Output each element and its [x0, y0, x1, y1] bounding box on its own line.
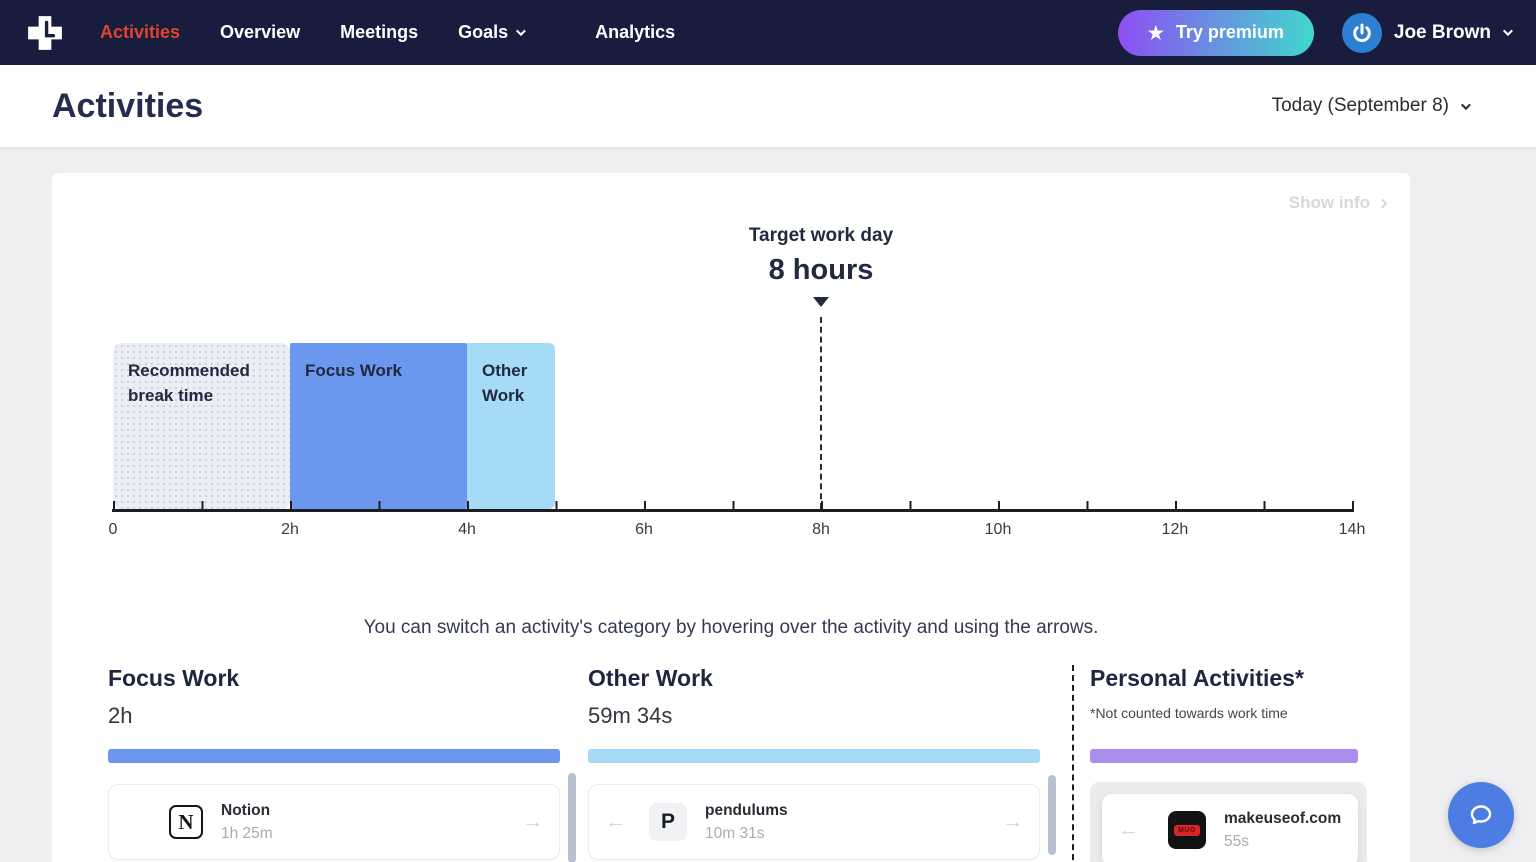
focus-work-column: Focus Work 2h N Notion 1h 25m →	[108, 665, 576, 862]
muo-badge: MUO	[1174, 824, 1200, 836]
star-icon: ★	[1147, 22, 1164, 43]
nav-item-overview[interactable]: Overview	[220, 22, 301, 42]
activities-card: Show info Target work day 8 hours Recomm…	[52, 173, 1410, 862]
focus-work-list: N Notion 1h 25m →	[108, 784, 560, 862]
personal-activities-column: Personal Activities* *Not counted toward…	[1090, 665, 1367, 862]
other-work-header: Other Work 59m 34s	[588, 665, 1040, 749]
app-logo-icon[interactable]	[26, 14, 64, 52]
nav-item-goals-label: Goals	[458, 22, 509, 42]
avatar	[1341, 12, 1382, 53]
show-info-label: Show info	[1288, 193, 1370, 212]
target-work-day: Target work day 8 hours	[681, 225, 961, 307]
try-premium-label: Try premium	[1175, 22, 1284, 42]
try-premium-button[interactable]: ★ Try premium	[1117, 9, 1314, 56]
item-name: makeuseof.com	[1224, 809, 1342, 827]
axis-ticks	[113, 501, 1354, 509]
scrollbar[interactable]	[1048, 775, 1056, 855]
tick-label: 2h	[281, 521, 299, 538]
nav-right: ★ Try premium Joe Brown	[1117, 9, 1513, 56]
item-duration: 55s	[1224, 832, 1249, 850]
category-title: Other Work	[588, 665, 713, 691]
move-right-arrow-icon[interactable]: →	[1002, 810, 1023, 833]
date-selector-label: Today (September 8)	[1271, 95, 1449, 116]
chat-support-button[interactable]	[1448, 782, 1514, 848]
segment-other-work[interactable]: Other Work	[466, 343, 556, 509]
notion-icon: N	[169, 805, 203, 839]
show-info-button[interactable]: Show info	[1288, 193, 1388, 213]
timeline-track: Target work day 8 hours Recommended brea…	[109, 173, 1366, 571]
personal-activities-list: ← MUO makeuseof.com 55s	[1090, 782, 1367, 862]
move-left-arrow-icon[interactable]: ←	[1118, 818, 1139, 841]
list-item[interactable]: ← MUO makeuseof.com 55s	[1102, 794, 1358, 862]
category-title: Focus Work	[108, 665, 240, 691]
move-right-arrow-icon[interactable]: →	[522, 810, 543, 833]
tick-label: 12h	[1161, 521, 1189, 538]
category-total: 2h	[108, 703, 133, 728]
item-duration: 1h 25m	[221, 824, 273, 842]
page-header: Activities Today (September 8)	[0, 65, 1536, 147]
target-work-day-label: Target work day	[748, 225, 894, 246]
personal-activities-header: Personal Activities* *Not counted toward…	[1090, 665, 1367, 749]
item-duration: 10m 31s	[705, 824, 765, 842]
item-text: Notion 1h 25m	[221, 802, 273, 843]
chat-bubble-icon	[1470, 805, 1492, 825]
nav-item-analytics[interactable]: Analytics	[595, 22, 676, 42]
list-item[interactable]: ← P pendulums 10m 31s →	[588, 784, 1040, 860]
item-name: Notion	[221, 801, 271, 819]
tick-label: 6h	[635, 521, 653, 538]
segment-focus-work[interactable]: Focus Work	[290, 343, 467, 509]
tick-label: 8h	[812, 521, 830, 538]
item-name: pendulums	[705, 801, 788, 819]
nav-item-goals[interactable]: Goals	[458, 22, 527, 43]
user-name: Joe Brown	[1393, 21, 1491, 43]
top-nav: Activities Overview Meetings Goals Analy…	[0, 0, 1536, 65]
move-left-arrow-icon[interactable]: ←	[605, 810, 626, 833]
focus-work-bar	[108, 749, 560, 763]
item-text: makeuseof.com 55s	[1224, 810, 1341, 851]
personal-activities-bar	[1090, 749, 1358, 763]
date-selector[interactable]: Today (September 8)	[1271, 95, 1471, 117]
dashed-divider	[1072, 665, 1074, 862]
chevron-down-icon	[516, 26, 527, 37]
other-work-column: Other Work 59m 34s ← P pendulums 10m 31s…	[588, 665, 1056, 862]
primary-nav: Activities Overview Meetings Goals Analy…	[100, 22, 675, 43]
category-note: *Not counted towards work time	[1090, 705, 1288, 721]
tick-label: 14h	[1338, 521, 1366, 538]
chevron-down-icon	[1502, 26, 1513, 37]
category-total: 59m 34s	[588, 703, 673, 728]
target-dashed-line	[820, 317, 822, 509]
power-icon	[1353, 23, 1371, 42]
item-text: pendulums 10m 31s	[705, 802, 788, 843]
other-work-bar	[588, 749, 1040, 763]
category-switch-hint: You can switch an activity's category by…	[363, 617, 1099, 638]
nav-item-activities[interactable]: Activities	[100, 22, 181, 42]
target-work-day-value: 8 hours	[768, 254, 874, 286]
axis-line	[112, 509, 1354, 512]
scrollbar[interactable]	[568, 773, 576, 862]
user-menu[interactable]: Joe Brown	[1341, 12, 1513, 53]
focus-work-header: Focus Work 2h	[108, 665, 560, 749]
nav-item-meetings[interactable]: Meetings	[340, 22, 419, 42]
chevron-down-icon	[1460, 99, 1471, 110]
other-work-list: ← P pendulums 10m 31s →	[588, 784, 1040, 862]
muo-icon: MUO	[1168, 811, 1206, 849]
segment-recommended-break[interactable]: Recommended break time	[113, 343, 290, 509]
category-columns: Focus Work 2h N Notion 1h 25m → O	[108, 665, 1410, 862]
tick-label: 0	[108, 521, 118, 538]
target-marker-icon	[813, 297, 829, 307]
tick-label: 10h	[984, 521, 1012, 538]
workday-timeline-chart: Target work day 8 hours Recommended brea…	[52, 173, 1410, 571]
tick-label: 4h	[458, 521, 476, 538]
list-item[interactable]: N Notion 1h 25m →	[108, 784, 560, 860]
page-title: Activities	[52, 86, 204, 125]
letter-p-icon: P	[649, 803, 687, 841]
category-title: Personal Activities*	[1090, 665, 1304, 691]
